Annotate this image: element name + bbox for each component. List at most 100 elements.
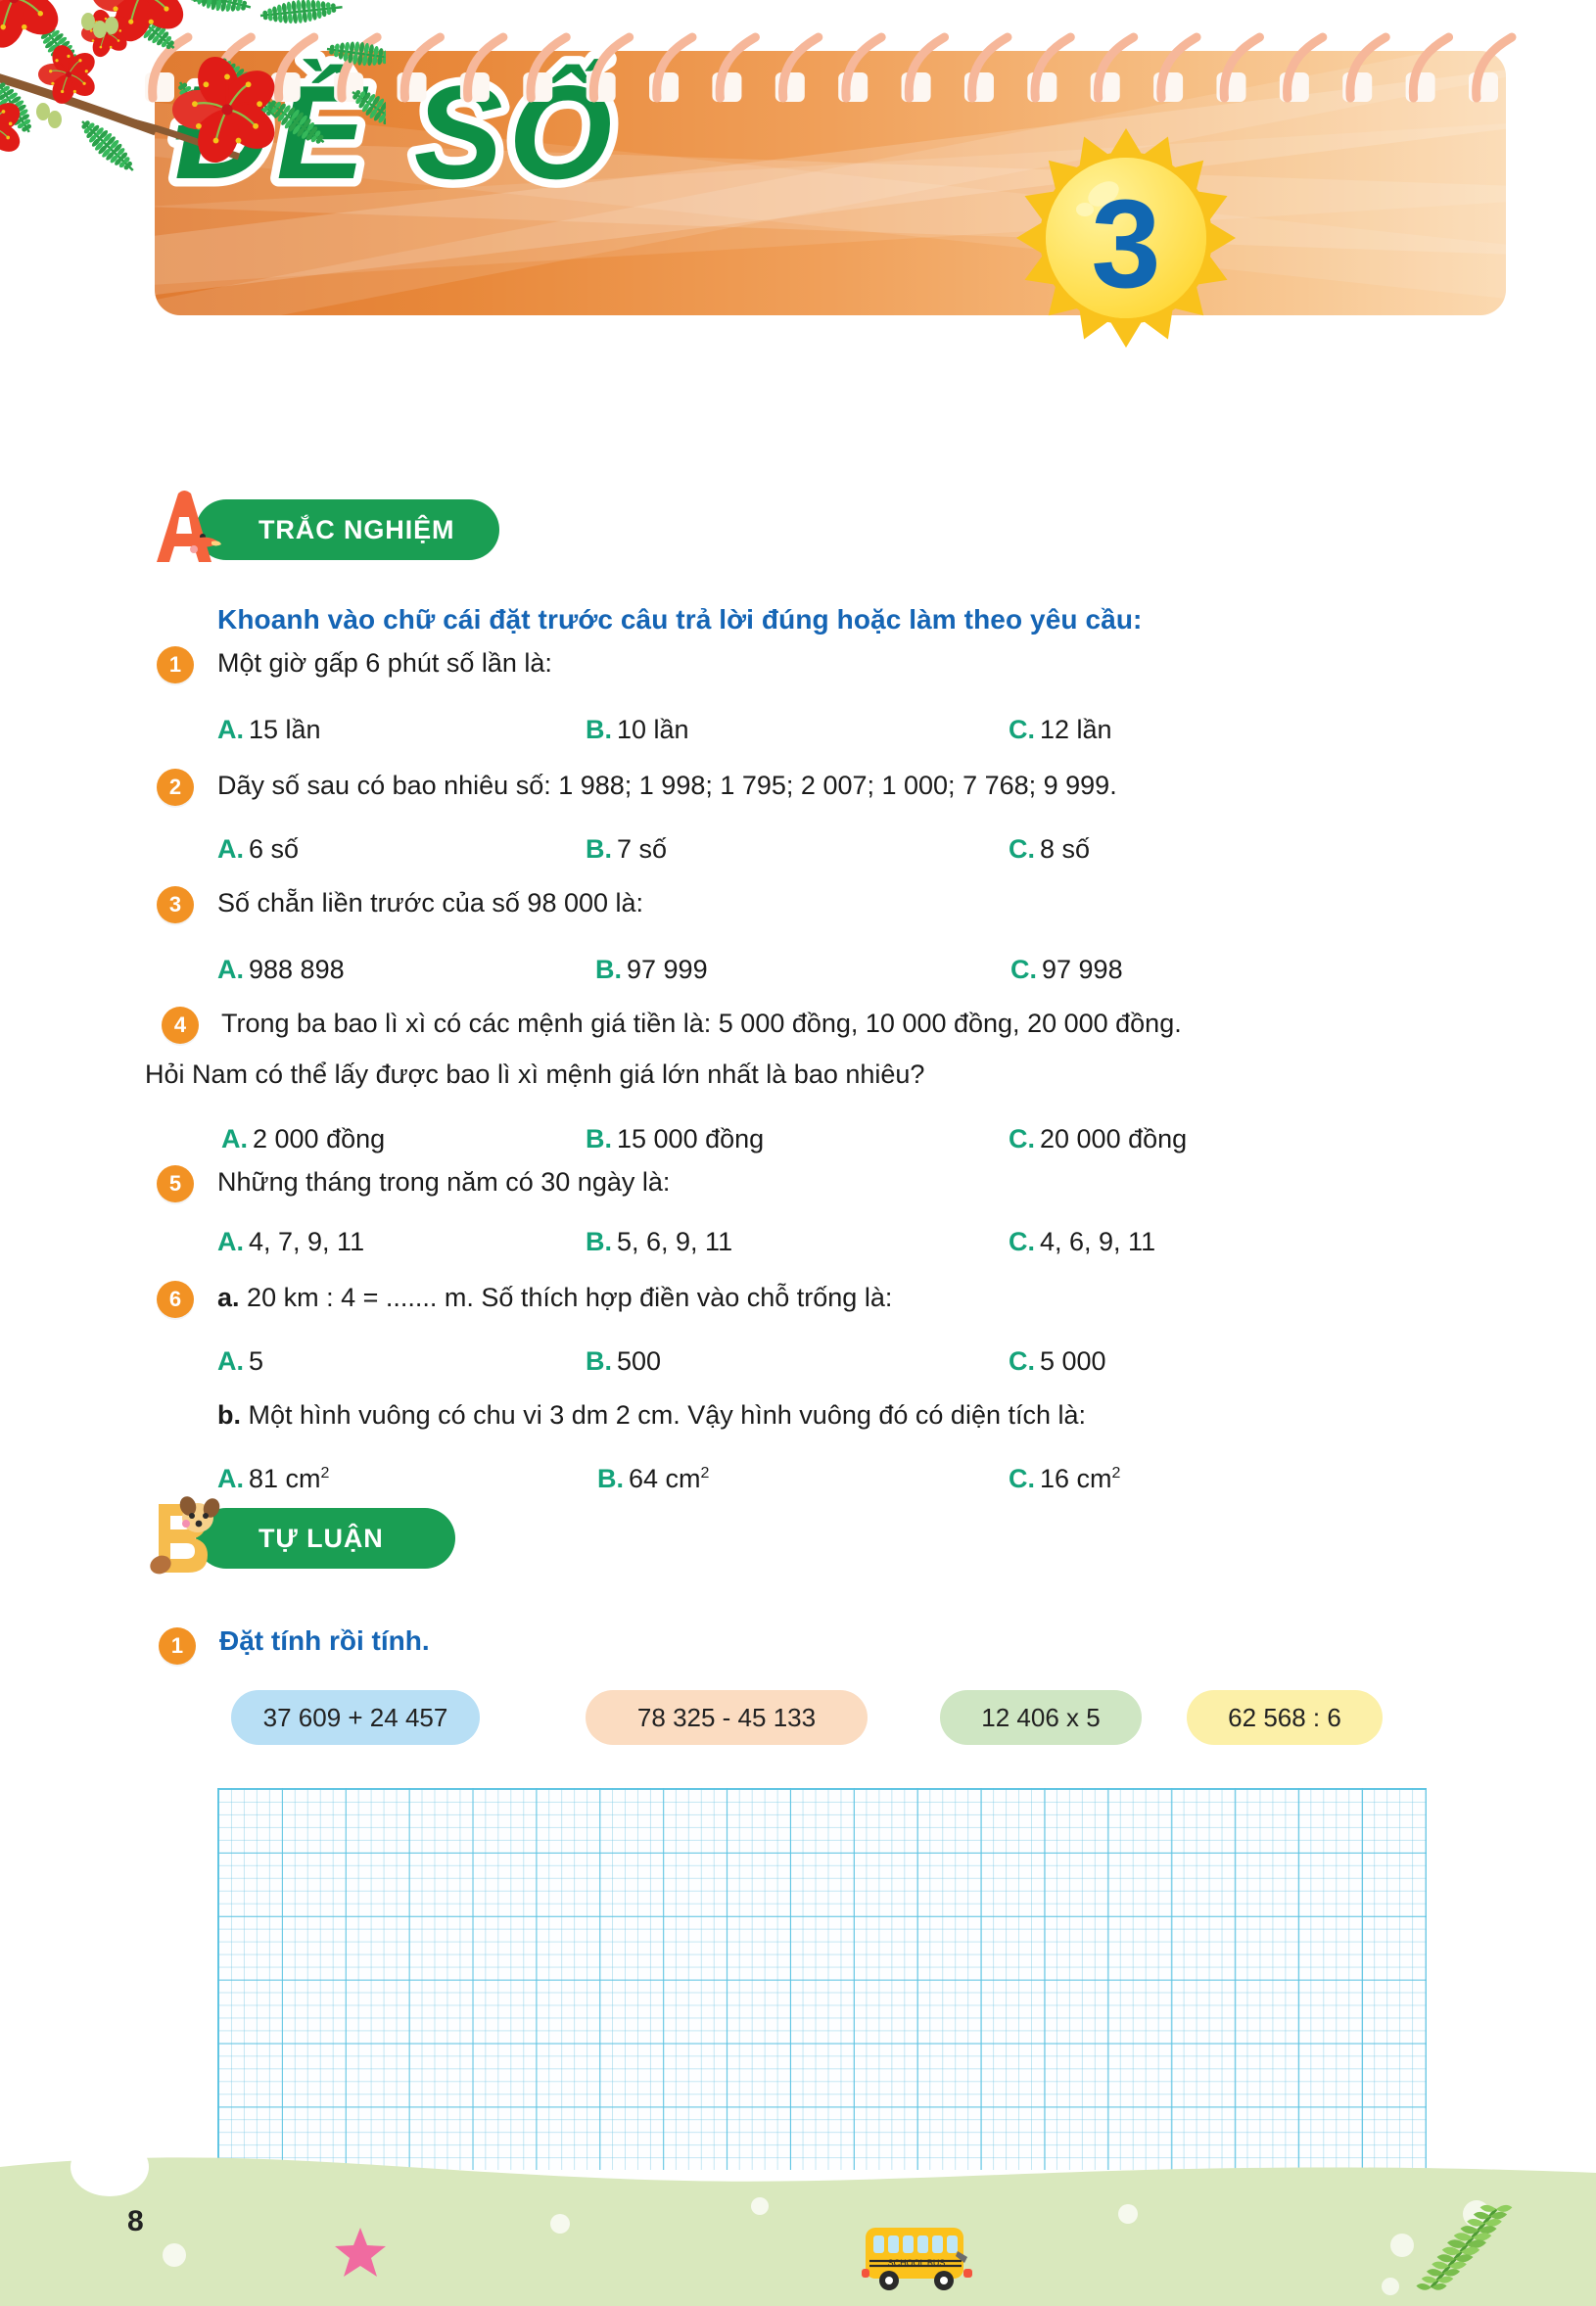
option-value: 15 lần — [249, 715, 321, 744]
question-number-6: 6 — [157, 1281, 194, 1318]
question-5-option-b[interactable]: B. 5, 6, 9, 11 — [586, 1227, 732, 1257]
option-value: 4, 7, 9, 11 — [249, 1227, 365, 1256]
question-6a-option-c[interactable]: C. 5 000 — [1009, 1346, 1106, 1377]
essay-title: Đặt tính rồi tính. — [219, 1625, 430, 1656]
operation-text: 12 406 x 5 — [981, 1702, 1101, 1732]
section-b-pill: TỰ LUẬN — [196, 1508, 455, 1569]
essay-number-1: 1 — [159, 1627, 196, 1665]
question-4-option-a[interactable]: A. 2 000 đồng — [221, 1124, 385, 1154]
section-b-label: TỰ LUẬN — [258, 1523, 384, 1553]
option-key: B. — [586, 834, 612, 864]
option-key: C. — [1009, 834, 1035, 864]
option-key: A. — [217, 955, 244, 984]
section-a-label: TRẮC NGHIỆM — [258, 514, 455, 544]
question-6a-option-b[interactable]: B. 500 — [586, 1346, 661, 1377]
question-3-option-b[interactable]: B. 97 999 — [595, 955, 708, 985]
question-6-part-b: b. Một hình vuông có chu vi 3 dm 2 cm. V… — [217, 1400, 1086, 1431]
option-value: 500 — [617, 1346, 662, 1376]
option-key: A. — [217, 1464, 244, 1493]
question-text-2: Dãy số sau có bao nhiêu số: 1 988; 1 998… — [217, 771, 1117, 800]
question-text-4: Trong ba bao lì xì có các mệnh giá tiền … — [221, 1009, 1182, 1038]
option-value: 8 số — [1040, 834, 1091, 864]
option-sup: 2 — [1111, 1465, 1121, 1482]
question-2-option-b[interactable]: B. 7 số — [586, 834, 667, 865]
option-value: 15 000 đồng — [617, 1124, 765, 1153]
option-sup: 2 — [320, 1465, 330, 1482]
dog-letter-b-icon — [137, 1496, 227, 1580]
bus-label: SCHOOL BUS — [888, 2258, 946, 2268]
option-value: 7 số — [617, 834, 668, 864]
question-5-option-c[interactable]: C. 4, 6, 9, 11 — [1009, 1227, 1155, 1257]
question-text-1: Một giờ gấp 6 phút số lần là: — [217, 648, 552, 678]
option-value: 64 cm — [629, 1464, 701, 1493]
option-key: A. — [217, 834, 244, 864]
sun-number-text: 3 — [1091, 174, 1160, 314]
question-5-option-a[interactable]: A. 4, 7, 9, 11 — [217, 1227, 364, 1257]
page-footer — [0, 2130, 1596, 2306]
option-value: 16 cm — [1040, 1464, 1112, 1493]
question-1-option-a[interactable]: A. 15 lần — [217, 715, 321, 745]
option-value: 12 lần — [1040, 715, 1112, 744]
question-6-part-a: a. 20 km : 4 = ....... m. Số thích hợp đ… — [217, 1283, 892, 1313]
option-key: C. — [1009, 1124, 1035, 1153]
operation-text: 62 568 : 6 — [1228, 1702, 1341, 1732]
option-value: 5 — [249, 1346, 264, 1376]
question-number-2: 2 — [157, 769, 194, 806]
option-value: 2 000 đồng — [253, 1124, 386, 1153]
question-6a-option-a[interactable]: A. 5 — [217, 1346, 263, 1377]
option-value: 97 998 — [1042, 955, 1123, 984]
option-key: B. — [586, 1124, 612, 1153]
crocodile-letter-a-icon — [137, 488, 227, 572]
option-value: 4, 6, 9, 11 — [1040, 1227, 1156, 1256]
option-key: A. — [217, 715, 244, 744]
question-4-option-b[interactable]: B. 15 000 đồng — [586, 1124, 764, 1154]
question-1-option-b[interactable]: B. 10 lần — [586, 715, 689, 745]
option-key: C. — [1009, 1464, 1035, 1493]
question-4-option-c[interactable]: C. 20 000 đồng — [1009, 1124, 1187, 1154]
option-key: A. — [217, 1346, 244, 1376]
flamboyant-flowers-icon — [0, 0, 405, 229]
school-bus-icon: SCHOOL BUS — [860, 2218, 977, 2296]
part-a-text: 20 km : 4 = ....... m. Số thích hợp điền… — [247, 1283, 893, 1312]
question-6b-option-b[interactable]: B. 64 cm2 — [597, 1464, 709, 1494]
option-sup: 2 — [700, 1465, 710, 1482]
option-key: C. — [1009, 1346, 1035, 1376]
option-value: 5 000 — [1040, 1346, 1106, 1376]
question-text-4b: Hỏi Nam có thể lấy được bao lì xì mệnh g… — [145, 1059, 925, 1089]
question-number-3: 3 — [157, 886, 194, 923]
option-key: C. — [1010, 955, 1037, 984]
operation-pill-2: 78 325 - 45 133 — [586, 1690, 868, 1745]
option-key: B. — [586, 1346, 612, 1376]
operation-pill-3: 12 406 x 5 — [940, 1690, 1142, 1745]
question-6b-option-c[interactable]: C. 16 cm2 — [1009, 1464, 1120, 1494]
option-key: C. — [1009, 1227, 1035, 1256]
option-value: 6 số — [249, 834, 300, 864]
question-2-option-a[interactable]: A. 6 số — [217, 834, 299, 865]
option-value: 81 cm — [249, 1464, 321, 1493]
option-value: 97 999 — [627, 955, 708, 984]
option-key: B. — [586, 715, 612, 744]
question-text-5: Những tháng trong năm có 30 ngày là: — [217, 1167, 671, 1197]
question-3-option-c[interactable]: C. 97 998 — [1010, 955, 1123, 985]
operation-pill-1: 37 609 + 24 457 — [231, 1690, 480, 1745]
question-number-5: 5 — [157, 1165, 194, 1202]
question-3-option-a[interactable]: A. 988 898 — [217, 955, 345, 985]
page-number: 8 — [127, 2205, 144, 2237]
part-label-b: b. — [217, 1400, 241, 1430]
pink-starfish-icon — [333, 2225, 388, 2280]
question-1-option-c[interactable]: C. 12 lần — [1009, 715, 1112, 745]
option-key: B. — [586, 1227, 612, 1256]
section-a-pill: TRẮC NGHIỆM — [196, 499, 499, 560]
question-number-4: 4 — [162, 1007, 199, 1044]
question-text-3: Số chẵn liền trước của số 98 000 là: — [217, 888, 644, 918]
option-value: 5, 6, 9, 11 — [617, 1227, 733, 1256]
graph-paper-work-area[interactable] — [217, 1788, 1427, 2170]
option-key: A. — [217, 1227, 244, 1256]
question-number-1: 1 — [157, 646, 194, 683]
question-6b-option-a[interactable]: A. 81 cm2 — [217, 1464, 329, 1494]
option-value: 988 898 — [249, 955, 345, 984]
question-2-option-c[interactable]: C. 8 số — [1009, 834, 1090, 865]
option-key: B. — [597, 1464, 624, 1493]
option-key: A. — [221, 1124, 248, 1153]
